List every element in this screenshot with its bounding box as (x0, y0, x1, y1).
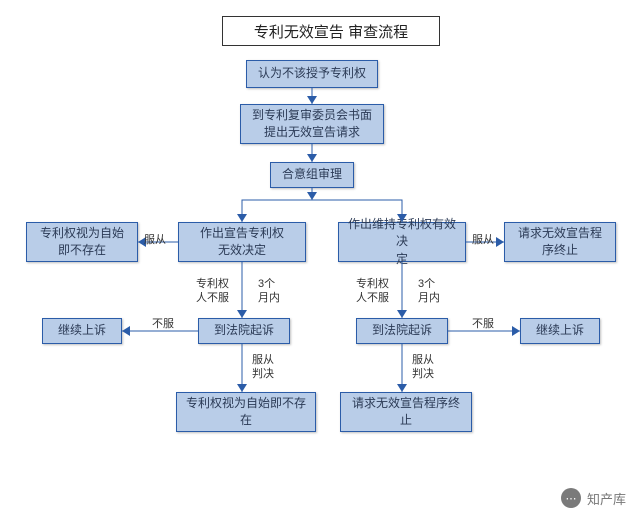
edge-label: 服从 (472, 234, 494, 248)
flowchart-node: 专利权视为自始即不存 在 (176, 392, 316, 432)
edge-label: 不服 (472, 318, 494, 332)
flowchart-node: 认为不该授予专利权 (246, 60, 378, 88)
flowchart-node: 作出维持专利权有效决 定 (338, 222, 466, 262)
edge-label: 不服 (152, 318, 174, 332)
watermark-text: 知产库 (587, 489, 626, 508)
edge-label: 专利权 人不服 (356, 278, 389, 306)
flowchart-node: 请求无效宣告程序终止 (340, 392, 472, 432)
source-watermark: ⋯ 知产库 (561, 488, 626, 508)
edge-label: 3个 月内 (418, 278, 440, 306)
flowchart-node: 继续上诉 (42, 318, 122, 344)
flowchart-node: 作出宣告专利权 无效决定 (178, 222, 306, 262)
page-title: 专利无效宣告 审查流程 (222, 16, 440, 46)
flowchart-node: 请求无效宣告程 序终止 (504, 222, 616, 262)
edge-label: 服从 判决 (252, 354, 274, 382)
flowchart-node: 合意组审理 (270, 162, 354, 188)
flowchart-node: 到法院起诉 (356, 318, 448, 344)
flowchart-node: 到法院起诉 (198, 318, 290, 344)
flowchart-node: 到专利复审委员会书面 提出无效宣告请求 (240, 104, 384, 144)
edge-label: 服从 判决 (412, 354, 434, 382)
wechat-icon: ⋯ (561, 488, 581, 508)
edge-label: 服从 (144, 234, 166, 248)
edge-label: 专利权 人不服 (196, 278, 229, 306)
flowchart-node: 继续上诉 (520, 318, 600, 344)
flowchart-canvas: 专利无效宣告 审查流程 认为不该授予专利权到专利复审委员会书面 提出无效宣告请求… (0, 0, 640, 516)
flowchart-node: 专利权视为自始 即不存在 (26, 222, 138, 262)
edge-label: 3个 月内 (258, 278, 280, 306)
